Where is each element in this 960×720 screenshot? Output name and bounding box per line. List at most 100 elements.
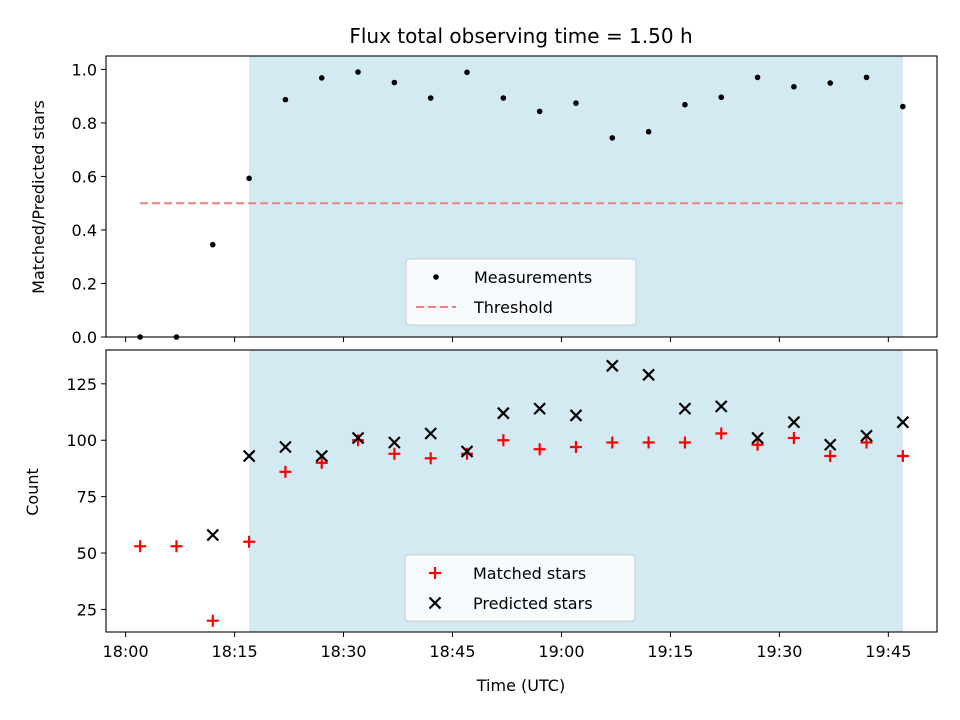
legend-0: Measurements Threshold — [405, 258, 637, 326]
data-point-1-1-10 — [569, 409, 583, 422]
data-point-1-1-8 — [497, 406, 510, 420]
chart-title: Flux total observing time = 1.50 h — [349, 24, 692, 48]
legend-box-1 — [404, 554, 636, 622]
data-point-1-1-9 — [533, 402, 546, 415]
y-tick-label-0-4: 0.8 — [72, 114, 97, 133]
data-point-1-1-6 — [424, 427, 437, 440]
x-axis-label: Time (UTC) — [476, 676, 565, 695]
top-panel: Flux total observing time = 1.50 h Match… — [29, 24, 938, 347]
y-tick-label-0-2: 0.4 — [72, 221, 97, 240]
data-point-0-0-10 — [500, 95, 507, 101]
y-tick-label-1-2: 75 — [77, 488, 97, 507]
x-tick-label-2: 18:30 — [320, 642, 366, 661]
data-point-1-0-6 — [352, 434, 365, 447]
data-point-1-0-11 — [533, 443, 546, 456]
legend-label-1-1: Predicted stars — [473, 594, 593, 613]
data-point-1-0-2 — [206, 614, 219, 627]
data-point-1-0-14 — [642, 436, 655, 449]
data-point-1-1-17 — [823, 438, 837, 452]
data-point-1-1-12 — [642, 368, 655, 382]
data-point-1-1-13-b — [678, 402, 692, 415]
data-point-0-0-16 — [718, 94, 725, 101]
data-point-1-1-15-b — [751, 431, 764, 445]
data-point-1-1-15 — [751, 431, 764, 445]
data-point-1-0-5 — [315, 456, 328, 469]
x-tick-label-1: 18:15 — [212, 642, 258, 661]
data-point-0-0-7 — [391, 79, 398, 86]
data-point-0-0-21 — [900, 103, 906, 110]
data-point-1-1-18-b — [860, 429, 873, 443]
x-tick-label-0: 18:00 — [103, 642, 149, 661]
data-point-0-0-2 — [209, 241, 216, 248]
bottom-y-axis-label: Count — [23, 468, 42, 516]
data-point-1-1-9-b — [533, 402, 546, 415]
data-point-0-0-3 — [246, 175, 252, 182]
data-point-1-0-19 — [824, 450, 837, 463]
data-point-1-1-0 — [206, 528, 220, 542]
data-point-1-0-12 — [569, 441, 582, 454]
data-point-1-1-3 — [315, 449, 329, 463]
data-point-1-1-8-b — [497, 406, 510, 420]
data-point-1-1-0-b — [206, 528, 220, 542]
data-point-0-0-6 — [355, 69, 361, 75]
data-point-1-1-19-b — [896, 415, 910, 429]
bottom-panel: Count Time (UTC) 25 50 75 100 125 18:00 18:15 1… — [23, 349, 938, 695]
legend-box-0 — [405, 258, 637, 326]
data-point-1-0-7 — [388, 447, 401, 460]
data-point-0-0-20 — [863, 74, 870, 81]
data-point-0-0-4 — [282, 96, 289, 103]
data-point-1-1-11-b — [606, 359, 619, 373]
data-point-1-0-0 — [134, 540, 147, 553]
data-point-1-1-7-b — [460, 445, 474, 458]
plot-frame-1 — [105, 349, 938, 633]
data-point-1-0-4 — [279, 465, 292, 478]
data-point-0-0-11 — [536, 108, 543, 115]
data-point-1-0-17 — [751, 438, 764, 451]
data-point-1-1-6-b — [424, 427, 437, 440]
data-point-1-1-1 — [242, 449, 256, 463]
legend-label-0-1: Threshold — [473, 298, 553, 317]
legend-marker-1-1 — [428, 596, 442, 610]
data-point-0-0-13 — [609, 135, 616, 141]
y-tick-label-0-5: 1.0 — [72, 60, 97, 79]
legend-label-0-0: Measurements — [474, 268, 592, 287]
data-point-1-0-18 — [787, 431, 800, 444]
data-point-1-0-20 — [860, 436, 873, 449]
data-point-1-1-10-b — [569, 409, 583, 422]
data-point-1-1-14 — [714, 400, 728, 413]
data-point-1-1-2 — [279, 440, 292, 454]
data-point-1-1-2-b — [279, 440, 292, 454]
y-tick-label-1-0: 25 — [77, 600, 97, 619]
data-point-1-0-9 — [461, 447, 474, 460]
x-tick-label-6: 19:30 — [756, 642, 802, 661]
data-point-1-1-11 — [606, 359, 619, 373]
y-tick-label-0-3: 0.6 — [72, 167, 97, 186]
data-point-1-0-8 — [424, 452, 437, 465]
x-tick-label-7: 19:45 — [865, 642, 911, 661]
data-point-1-1-5 — [388, 436, 401, 449]
data-point-1-0-10 — [497, 434, 510, 447]
plot-frame-0 — [105, 55, 938, 338]
legend-label-1-0: Matched stars — [473, 564, 586, 583]
data-point-0-0-9 — [464, 69, 470, 76]
data-point-1-0-1 — [170, 540, 183, 553]
data-point-1-1-19 — [896, 415, 910, 429]
data-point-0-0-19 — [827, 80, 834, 86]
data-point-1-1-4 — [351, 431, 365, 445]
y-tick-label-1-4: 125 — [66, 375, 97, 394]
data-point-1-1-3-b — [315, 449, 329, 463]
data-point-1-0-16 — [715, 427, 728, 440]
data-point-1-0-3 — [243, 535, 256, 548]
data-point-1-1-1-b — [242, 449, 256, 463]
y-tick-label-1-3: 100 — [66, 431, 97, 450]
data-point-1-0-15 — [678, 436, 691, 449]
data-point-1-1-13 — [678, 402, 692, 415]
data-point-1-0-21 — [896, 450, 909, 463]
x-tick-label-5: 19:15 — [647, 642, 693, 661]
data-point-1-1-17-b — [823, 438, 837, 452]
data-point-1-1-16-b — [787, 415, 801, 429]
data-point-0-0-15 — [682, 101, 688, 108]
data-point-1-1-4-b — [351, 431, 365, 445]
data-point-0-0-14 — [645, 128, 652, 135]
